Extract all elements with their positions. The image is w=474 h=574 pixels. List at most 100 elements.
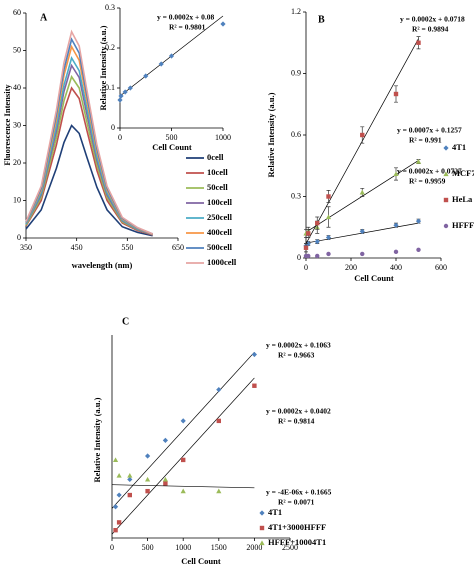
legend-label: 50cell <box>207 182 228 192</box>
y-axis-title: Relative Intensity (a.u.) <box>266 92 276 177</box>
x-tick-label: 0 <box>118 133 122 142</box>
y-axis-title: Relative Intensity (a.u.) <box>92 397 102 482</box>
legend-label: HeLa <box>452 194 473 204</box>
marker <box>112 504 119 510</box>
x-tick-label: 2000 <box>246 543 262 552</box>
legend-swatch <box>259 540 265 546</box>
legend-label: HFFF+10004T1 <box>268 537 326 547</box>
marker <box>393 222 399 228</box>
fit-r2: R² = 0.0071 <box>278 498 315 507</box>
fit-r2: R² = 0.991 <box>409 136 442 145</box>
marker <box>168 53 175 59</box>
x-axis-title: Cell Count <box>152 142 192 152</box>
y-tick-label: 50 <box>13 45 21 54</box>
legend-swatch <box>259 510 265 516</box>
spectrum-line <box>25 124 153 237</box>
trendline <box>111 484 255 489</box>
spectrum-line <box>25 55 153 236</box>
fit-equation: y = 0.0002x + 0.0727 <box>397 167 462 176</box>
trendline <box>111 351 255 509</box>
legend-swatch <box>443 197 449 203</box>
legend-swatch <box>443 145 449 151</box>
spectrum-line <box>25 74 153 236</box>
y-tick-label: 10 <box>13 195 21 204</box>
legend-label: 1000cell <box>207 257 237 267</box>
fit-r2: R² = 0.9814 <box>278 417 315 426</box>
marker <box>415 218 422 224</box>
marker <box>162 476 168 482</box>
y-tick-label: 0.6 <box>291 130 301 139</box>
fit-equation: y = 0.0007x + 0.1257 <box>397 126 462 135</box>
legend-label: 500cell <box>207 242 233 252</box>
marker <box>360 251 365 257</box>
x-axis-title: wavelength (nm) <box>72 260 133 270</box>
fit-equation: y = -4E-06x + 0.1665 <box>266 488 332 497</box>
fit-r2: R² = 0.9801 <box>169 23 206 32</box>
legend-label: 4T1 <box>268 507 282 517</box>
marker <box>117 97 123 103</box>
y-tick-label: 0.9 <box>291 68 301 77</box>
fit-equation: y = 0.0002x + 0.0402 <box>266 407 331 416</box>
y-tick-label: 20 <box>13 158 21 167</box>
marker <box>416 247 421 252</box>
marker <box>181 457 186 463</box>
x-tick-label: 1000 <box>215 133 231 142</box>
marker <box>127 492 132 498</box>
legend-swatch <box>443 223 449 229</box>
marker <box>216 488 222 494</box>
x-tick-label: 2500 <box>282 543 298 552</box>
marker <box>325 234 332 241</box>
marker <box>163 481 168 486</box>
y-tick-label: 0.2 <box>105 43 115 52</box>
marker <box>393 249 399 255</box>
legend-label: 4T1+3000HFFF <box>268 522 326 532</box>
marker <box>315 253 320 259</box>
y-tick-label: 1.2 <box>291 7 301 16</box>
marker <box>306 231 311 236</box>
marker <box>359 189 365 195</box>
y-tick-label: 60 <box>13 8 21 17</box>
marker <box>326 251 331 257</box>
x-axis-title: Cell Count <box>354 273 394 283</box>
x-tick-label: 1500 <box>211 543 227 552</box>
marker <box>145 488 150 494</box>
marker <box>359 228 365 234</box>
legend-label: 100cell <box>207 197 233 207</box>
legend-swatch <box>443 171 449 177</box>
x-tick-label: 0 <box>304 263 308 272</box>
legend-label: HFFF <box>452 220 474 230</box>
x-axis-title: Cell Count <box>181 556 221 566</box>
marker <box>315 220 320 226</box>
fit-equation: y = 0.0002x + 0.1063 <box>266 341 331 350</box>
marker <box>116 520 122 525</box>
fit-r2: R² = 0.9959 <box>409 177 446 186</box>
marker <box>180 488 186 494</box>
marker <box>112 457 119 463</box>
marker <box>143 73 149 79</box>
x-tick-label: 600 <box>435 263 447 272</box>
fit-equation: y = 0.0002x + 0.0718 <box>400 15 465 24</box>
panel-label: B <box>318 14 325 25</box>
marker <box>220 21 226 27</box>
x-tick-label: 550 <box>121 243 133 252</box>
trendline <box>111 377 255 535</box>
marker <box>127 85 133 91</box>
marker <box>118 93 124 99</box>
spectrum-line <box>25 63 153 236</box>
y-tick-label: 0.3 <box>105 3 115 12</box>
marker <box>393 171 399 177</box>
y-tick-label: 0.3 <box>291 191 301 200</box>
legend-label: 400cell <box>207 227 233 237</box>
marker <box>360 132 365 138</box>
x-tick-label: 200 <box>345 263 357 272</box>
x-tick-label: 450 <box>71 243 83 252</box>
marker <box>116 492 122 498</box>
spectrum-line <box>25 29 153 235</box>
marker <box>122 89 128 95</box>
legend-label: 4T1 <box>452 142 466 152</box>
spectrum-line <box>25 37 153 235</box>
marker <box>158 61 164 67</box>
fit-r2: R² = 0.9663 <box>278 351 315 360</box>
marker <box>127 472 133 478</box>
